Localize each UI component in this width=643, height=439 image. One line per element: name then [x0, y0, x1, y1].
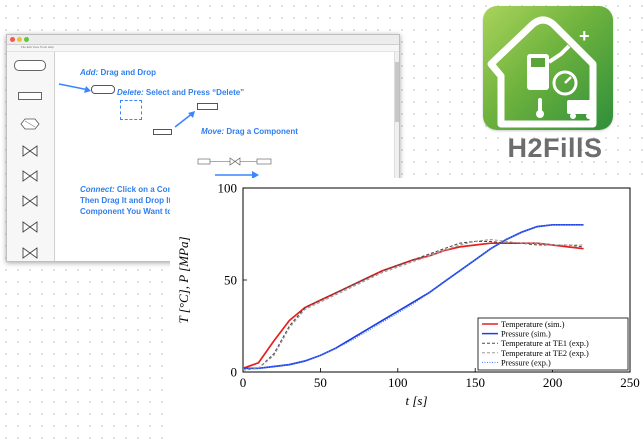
legend-label-2: Pressure (sim.) — [501, 330, 551, 339]
move-arrow-icon — [174, 111, 195, 128]
connected-components — [197, 157, 272, 166]
chart-background — [170, 178, 643, 439]
palette-item-valve-5[interactable] — [13, 246, 47, 261]
pipe-component[interactable] — [197, 103, 218, 110]
palette-item-valve-2[interactable] — [13, 169, 47, 184]
series-line-4 — [242, 238, 584, 371]
palette-item-pipe[interactable] — [13, 90, 47, 100]
instruction-move: Move: Drag a Component — [201, 127, 298, 136]
instruction-connect-line-1: Connect: Click on a Compone — [80, 185, 194, 194]
legend-box — [477, 317, 629, 371]
moved-component[interactable] — [153, 129, 172, 135]
palette-item-valve-4[interactable] — [13, 220, 47, 235]
svg-text:+: + — [579, 26, 590, 46]
component-palette — [7, 52, 55, 261]
close-window-icon[interactable] — [10, 37, 15, 42]
h2fills-logo-graphic: + — [487, 16, 597, 128]
scrollbar-thumb[interactable] — [395, 62, 399, 122]
palette-item-storage-tank[interactable] — [13, 60, 47, 71]
palette-item-valve-3[interactable] — [13, 194, 47, 209]
palette-item-hex[interactable] — [13, 118, 47, 131]
x-tick-label: 250 — [620, 375, 640, 390]
simulation-chart: 0 50 100 150 200 250 0 50 100 t [s] T [°C], P [MPa… — [170, 178, 643, 439]
x-tick-label: 200 — [543, 375, 563, 390]
window-title-bar[interactable] — [7, 35, 399, 45]
instruction-delete: Delete: Select and Press “Delete” — [117, 88, 245, 97]
instruction-connect-line-3: Component You Want to Con — [80, 207, 191, 216]
instruction-add: Add: Drag and Drop — [80, 68, 156, 77]
x-tick-label: 100 — [388, 375, 408, 390]
x-tick-label: 0 — [240, 375, 247, 390]
legend-label-4: Temperature at TE2 (exp.) — [501, 349, 589, 358]
instruction-connect-line-2: Then Drag It and Drop It Onto — [80, 196, 192, 205]
palette-item-valve-1[interactable] — [13, 144, 47, 159]
x-axis-label: t [s] — [405, 393, 427, 408]
connect-arrow-icon — [215, 171, 259, 179]
legend-label-1: Temperature (sim.) — [501, 320, 565, 329]
series-line-5 — [243, 224, 584, 369]
logo-wordmark: H2FillS — [507, 133, 603, 163]
dropped-component[interactable] — [91, 85, 115, 94]
y-axis-label: T [°C], P [MPa] — [176, 236, 191, 323]
legend-label-3: Temperature at TE1 (exp.) — [501, 339, 589, 348]
x-tick-label: 150 — [465, 375, 485, 390]
y-tick-label: 0 — [231, 365, 238, 380]
y-tick-label: 100 — [218, 181, 238, 196]
y-tick-label: 50 — [224, 273, 237, 288]
x-tick-label: 50 — [314, 375, 327, 390]
maximize-window-icon[interactable] — [24, 37, 29, 42]
add-arrow-icon — [58, 83, 91, 93]
selection-box[interactable] — [120, 100, 142, 120]
legend-label-5: Pressure (exp.) — [501, 358, 551, 367]
menu-bar[interactable]: File Edit View Tools Help — [7, 45, 399, 52]
minimize-window-icon[interactable] — [17, 37, 22, 42]
vertical-scrollbar[interactable] — [394, 52, 399, 261]
h2fills-logo: + — [483, 6, 613, 130]
series-line-3 — [242, 240, 584, 371]
